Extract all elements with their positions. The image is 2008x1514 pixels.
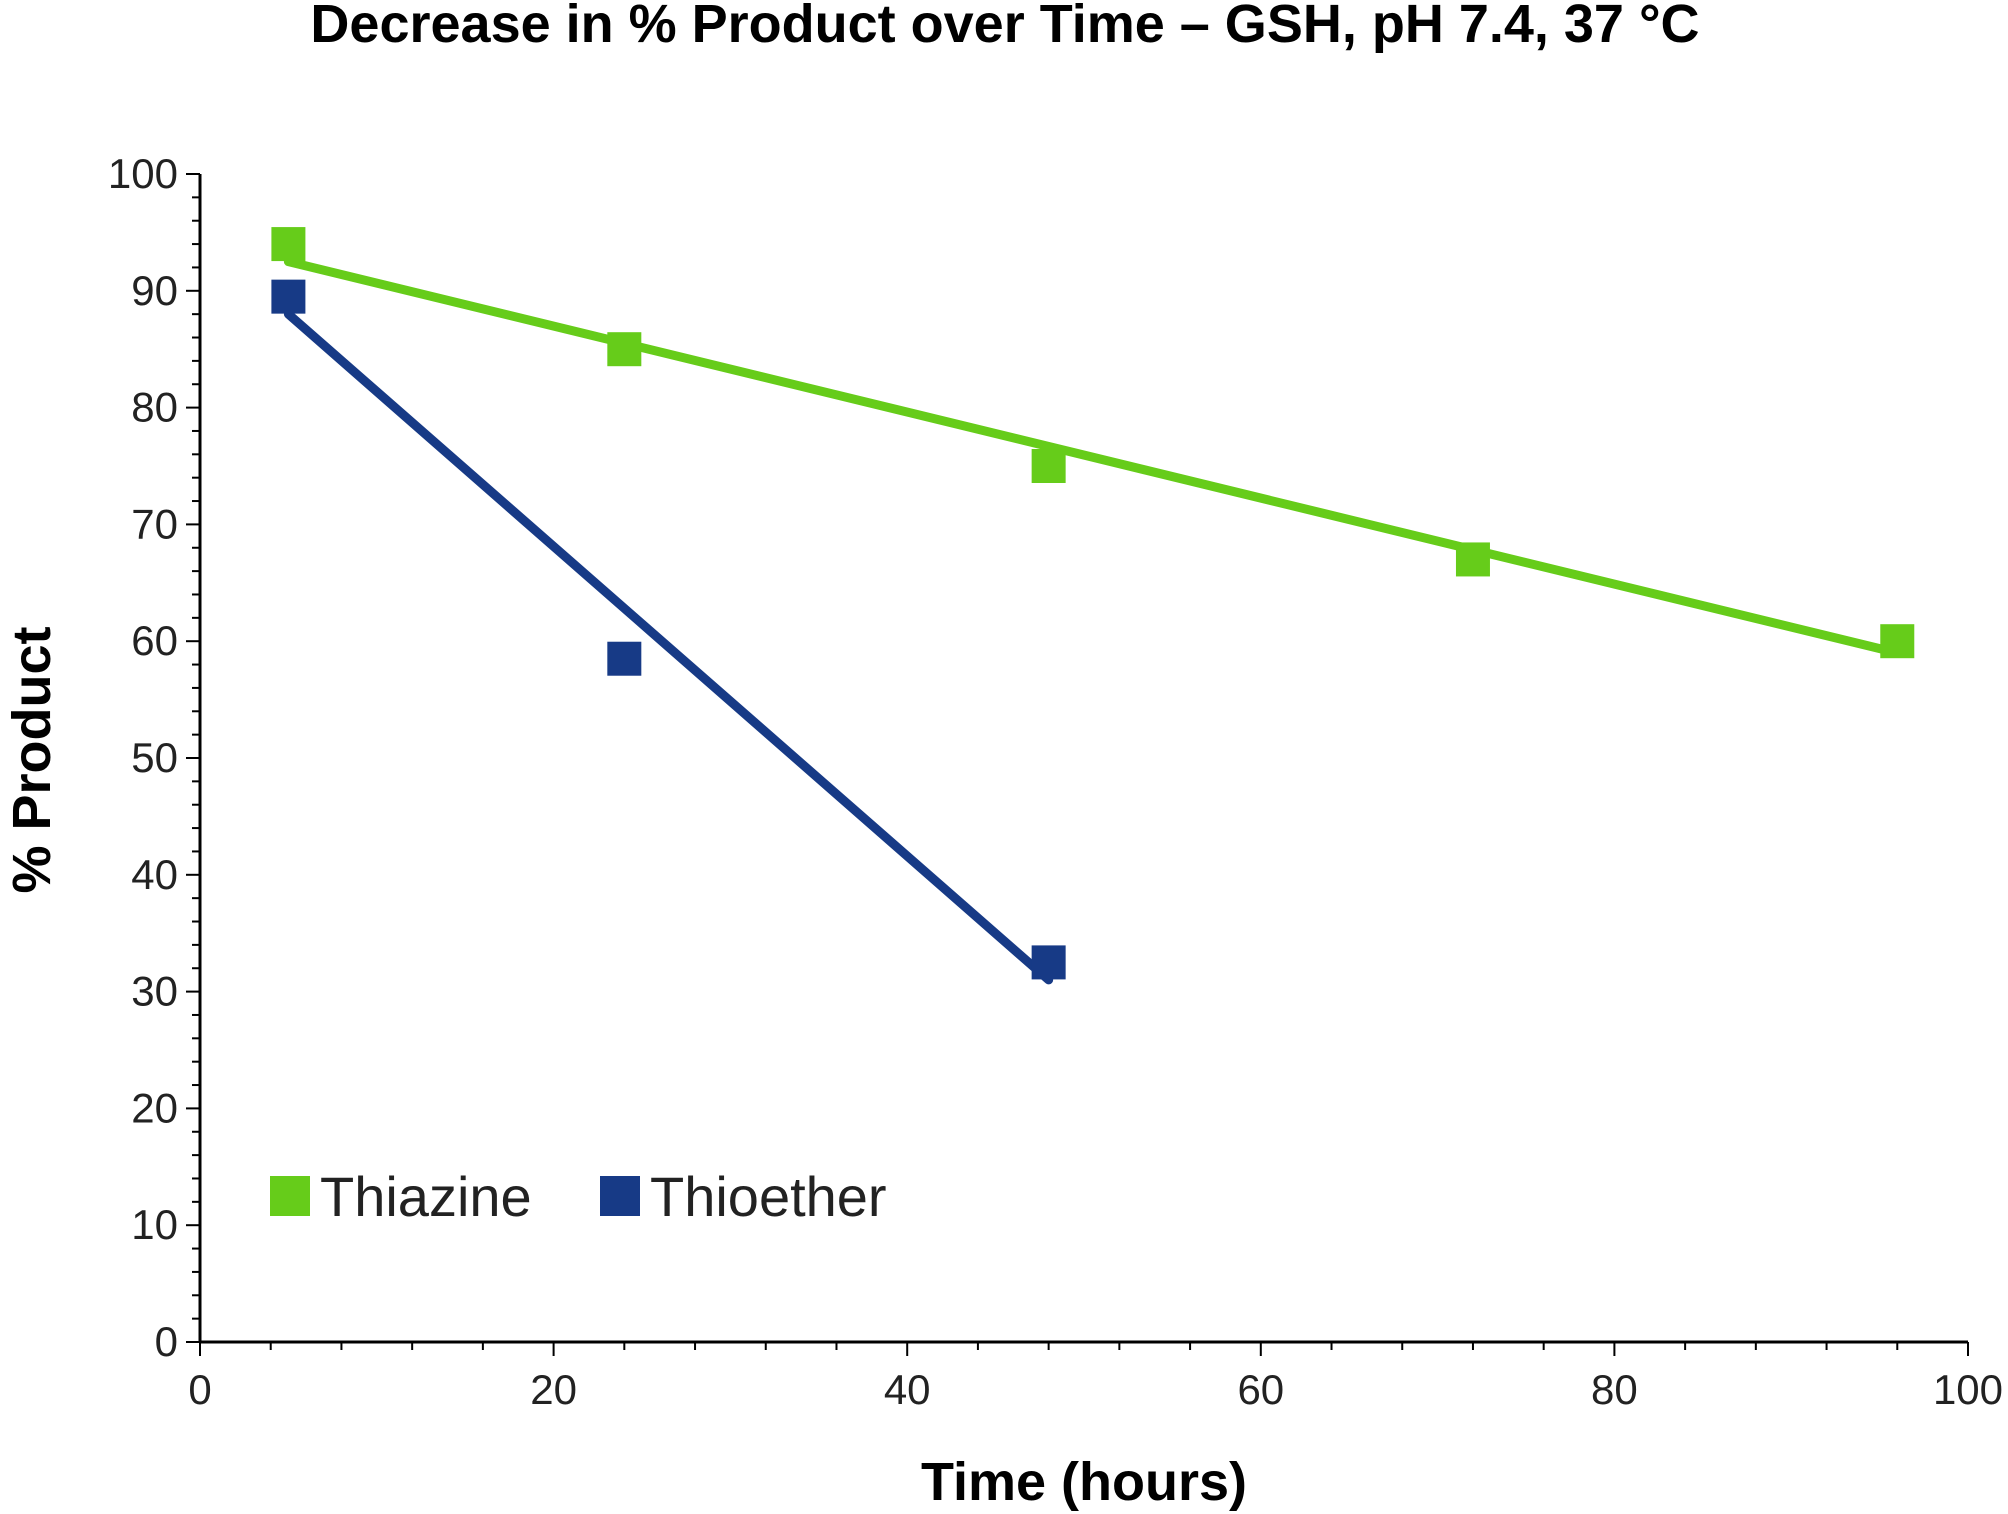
y-tick-label: 100 [108,150,178,197]
thiazine-point [1455,542,1490,577]
thiazine-legend-marker [270,1176,310,1216]
y-tick-label: 20 [131,1084,178,1131]
y-tick-label: 60 [131,617,178,664]
x-tick-label: 100 [1933,1366,2003,1413]
y-tick-label: 50 [131,734,178,781]
thioether-point [271,279,306,314]
thiazine-trendline [283,257,1902,658]
data-points [271,227,1915,980]
x-axis: 0 20 40 60 80 100 [188,1340,2003,1413]
thiazine-point [1031,449,1066,483]
y-tick-label: 30 [131,968,178,1015]
x-tick-label: 40 [884,1366,931,1413]
x-tick-label: 80 [1591,1366,1638,1413]
trendlines [283,257,1902,985]
y-tick-label: 90 [131,267,178,314]
thiazine-point [607,332,642,367]
y-axis: 0 10 20 30 40 50 60 70 80 90 100 [108,150,202,1365]
thiazine-point [1880,624,1915,659]
thioether-legend-label: Thioether [650,1165,887,1228]
thiazine-point [271,227,306,262]
thiazine-legend-label: Thiazine [320,1165,532,1228]
y-tick-label: 0 [155,1318,178,1365]
y-tick-label: 40 [131,851,178,898]
x-tick-label: 0 [188,1366,211,1413]
thioether-trendline [283,309,1054,985]
legend: Thiazine Thioether [270,1165,887,1228]
y-axis-title: % Product [2,626,62,893]
x-axis-title: Time (hours) [921,1452,1247,1512]
thioether-legend-marker [600,1176,640,1216]
thioether-point [1031,945,1066,980]
x-tick-label: 60 [1237,1366,1284,1413]
y-tick-label: 70 [131,500,178,547]
thioether-point [607,641,642,676]
x-tick-label: 20 [530,1366,577,1413]
chart-title: Decrease in % Product over Time – GSH, p… [310,0,1699,54]
y-tick-label: 10 [131,1201,178,1248]
y-tick-label: 80 [131,384,178,431]
